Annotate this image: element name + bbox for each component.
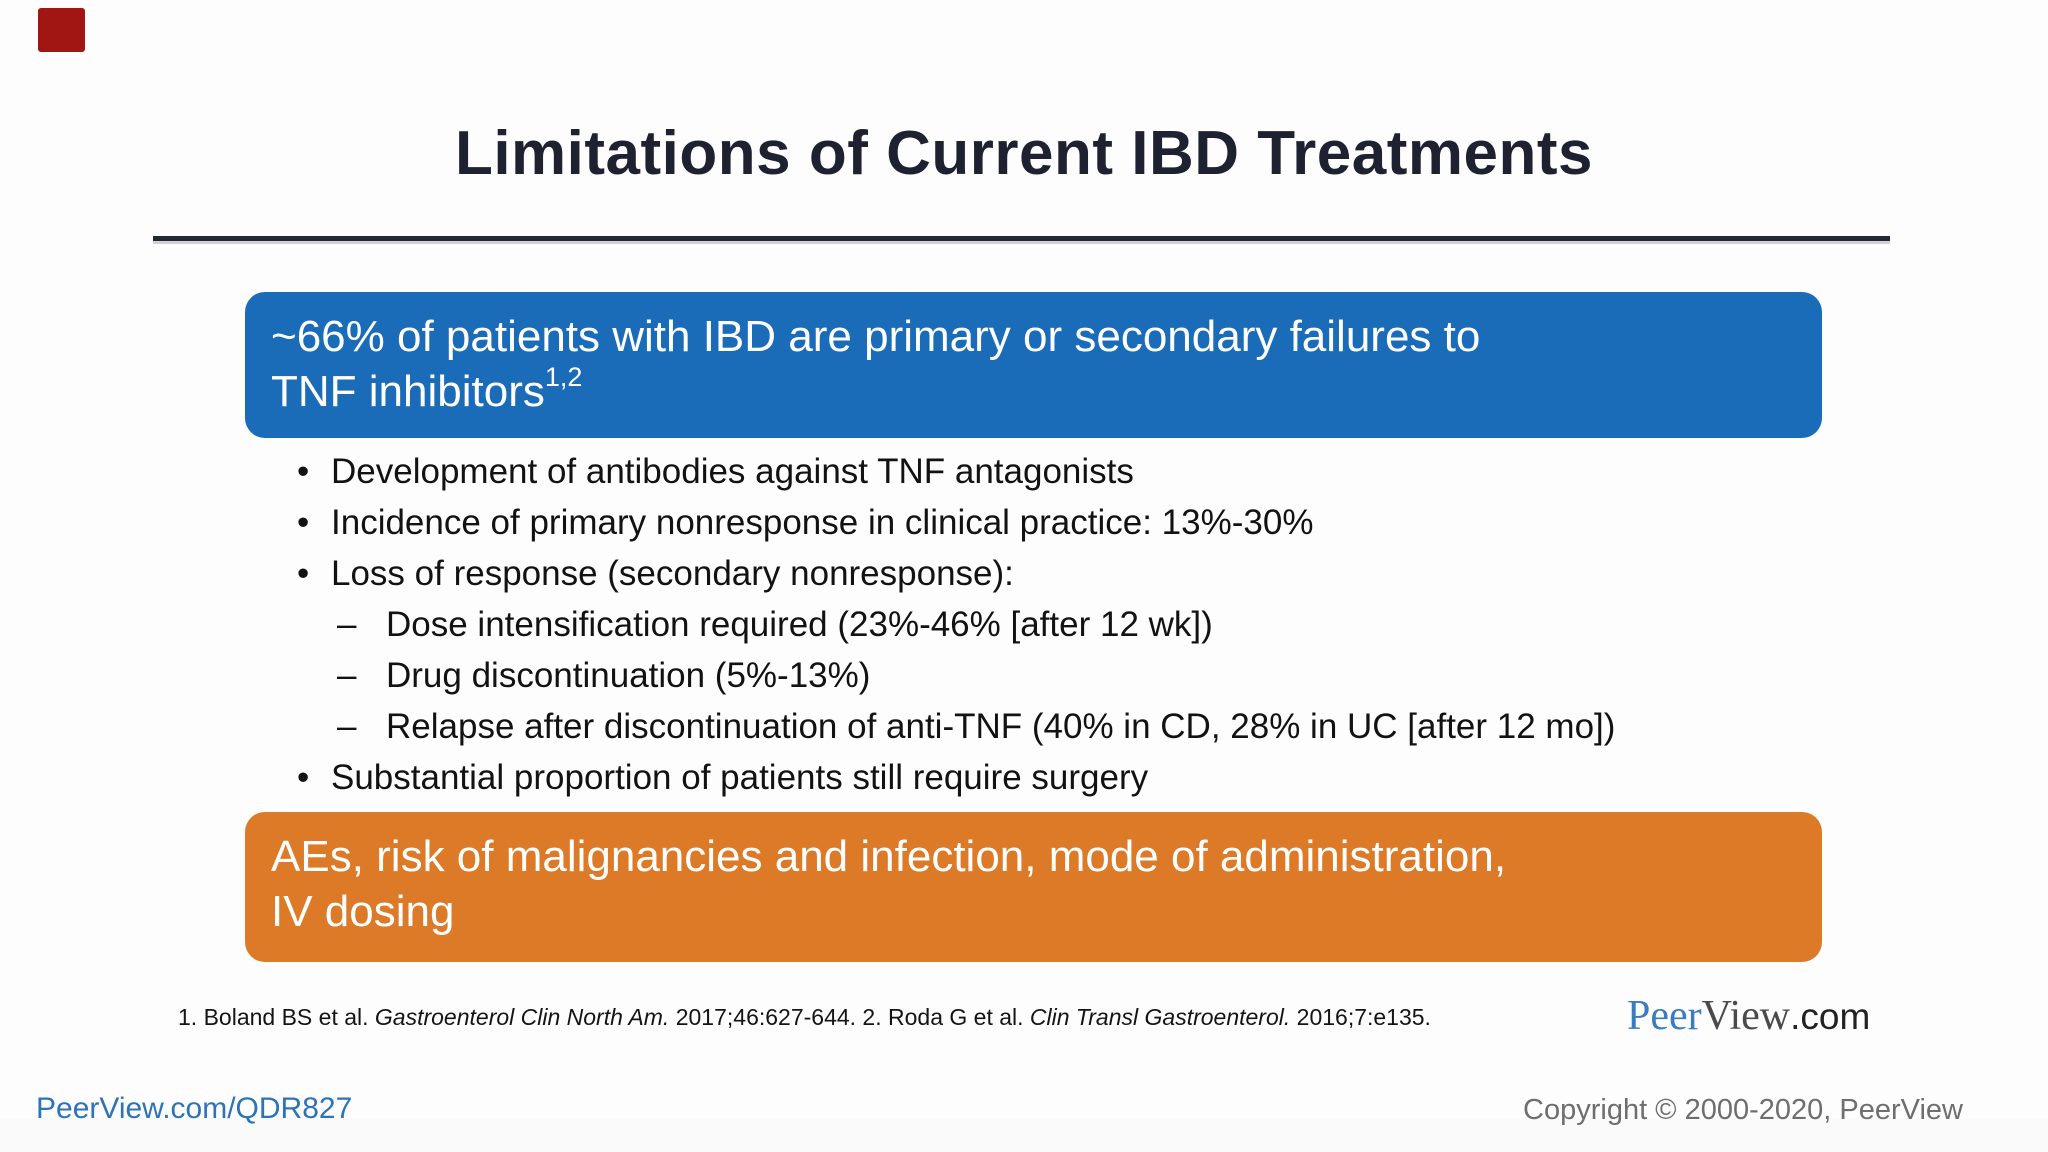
bullet-text: Drug discontinuation (5%-13%) [386, 656, 871, 695]
footnote-segment: 1. Boland BS et al. [178, 1004, 375, 1030]
dash-icon: – [337, 605, 357, 644]
reference-footnote: 1. Boland BS et al. Gastroenterol Clin N… [178, 1004, 1431, 1031]
bullet-list: • Development of antibodies against TNF … [297, 446, 1797, 803]
highlight-box-tnf-failures: ~66% of patients with IBD are primary or… [245, 292, 1822, 438]
blue-box-line2: TNF inhibitors1,2 [271, 362, 583, 417]
title-divider [153, 236, 1890, 241]
list-item: • Substantial proportion of patients sti… [297, 752, 1797, 803]
bullet-text: Development of antibodies against TNF an… [331, 452, 1134, 491]
footnote-segment: 2017;46:627-644. 2. Roda G et al. [669, 1004, 1030, 1030]
orange-box-line1: AEs, risk of malignancies and infection,… [271, 832, 1507, 881]
bullet-icon: • [297, 554, 310, 593]
logo-view: View [1701, 993, 1791, 1039]
footnote-segment: 2016;7:e135. [1290, 1004, 1431, 1030]
highlight-box-adverse-effects: AEs, risk of malignancies and infection,… [245, 812, 1822, 962]
logo-peer: Peer [1627, 993, 1702, 1039]
footer-band [0, 1118, 2048, 1152]
copyright-text: Copyright © 2000-2020, PeerView [1523, 1094, 1963, 1126]
orange-box-line2: IV dosing [271, 887, 455, 936]
footnote-segment-italic: Clin Transl Gastroenterol. [1029, 1004, 1291, 1030]
peerview-logo: PeerView.com [1627, 992, 1870, 1040]
dash-icon: – [337, 707, 357, 746]
list-item: • Incidence of primary nonresponse in cl… [297, 497, 1797, 548]
list-item: – Dose intensification required (23%-46%… [297, 599, 1797, 650]
bullet-icon: • [297, 452, 310, 491]
bullet-icon: • [297, 758, 310, 797]
recording-marker [38, 8, 85, 52]
logo-com: .com [1790, 996, 1871, 1037]
program-url-link[interactable]: PeerView.com/QDR827 [36, 1092, 353, 1125]
bullet-text: Substantial proportion of patients still… [331, 758, 1149, 797]
page-title: Limitations of Current IBD Treatments [454, 119, 1594, 188]
bullet-text: Dose intensification required (23%-46% [… [386, 605, 1213, 644]
bullet-text: Incidence of primary nonresponse in clin… [331, 503, 1314, 542]
footnote-segment-italic: Gastroenterol Clin North Am. [374, 1004, 670, 1030]
list-item: • Development of antibodies against TNF … [297, 446, 1797, 497]
list-item: – Drug discontinuation (5%-13%) [297, 650, 1797, 701]
dash-icon: – [337, 656, 357, 695]
bullet-icon: • [297, 503, 310, 542]
list-item: • Loss of response (secondary nonrespons… [297, 548, 1797, 599]
blue-box-line1: ~66% of patients with IBD are primary or… [271, 312, 1481, 361]
list-item: – Relapse after discontinuation of anti-… [297, 701, 1797, 752]
reference-superscript: 1,2 [544, 362, 583, 392]
bullet-text: Loss of response (secondary nonresponse)… [331, 554, 1014, 593]
bullet-text: Relapse after discontinuation of anti-TN… [386, 707, 1616, 746]
